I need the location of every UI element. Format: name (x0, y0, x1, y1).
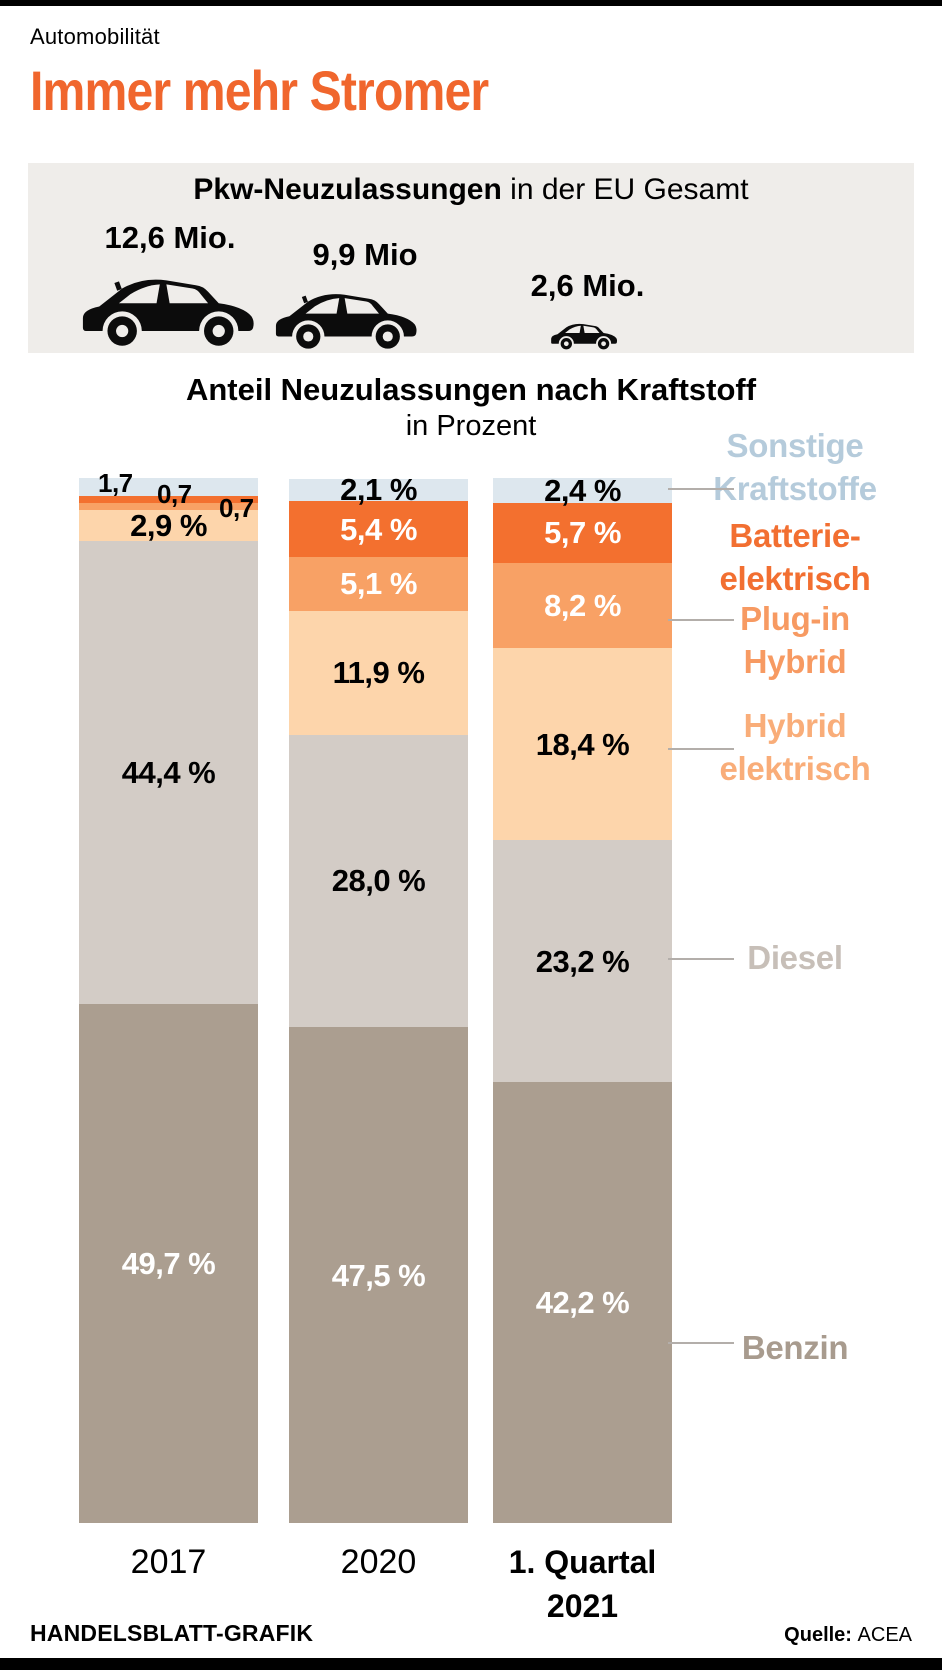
segment-benzin: 47,5 % (289, 1027, 468, 1523)
segment-plug-in-hybrid: 8,2 % (493, 562, 672, 649)
legend-item-hybrid-elektrisch: Hybrid elektrisch (719, 707, 871, 787)
segment-value-label: 5,4 % (340, 511, 417, 547)
segment-sonstige-kraftstoffe: 2,1 % (289, 474, 468, 505)
segment-diesel: 44,4 % (79, 540, 258, 1005)
segment-value-label: 8,2 % (544, 587, 621, 623)
segment-hybrid-elektrisch: 18,4 % (493, 648, 672, 841)
chart-subtitle: in Prozent (405, 410, 537, 442)
segment-value-label: 47,5 % (331, 1257, 426, 1293)
car-small-icon (551, 323, 618, 350)
segment-value-label: 2,4 % (544, 472, 621, 508)
segment-plug-in-hybrid: 5,1 % (289, 557, 468, 611)
bar-2017: 2,9 % 44,4 % 49,7 % (79, 477, 258, 1523)
segment-plug-in-hybrid (79, 502, 258, 511)
segment-value-label: 44,4 % (121, 754, 216, 790)
source-name: ACEA (857, 1624, 912, 1646)
segment-benzin: 49,7 % (79, 1004, 258, 1523)
segment-batterie-elektrisch: 5,4 % (289, 500, 468, 558)
kicker: Automobilität (30, 24, 160, 49)
segment-value-label: 18,4 % (535, 726, 630, 762)
segment-hybrid-elektrisch: 11,9 % (289, 610, 468, 735)
panel-title: Pkw-Neuzulassungen in der EU Gesamt (28, 173, 914, 207)
legend-item-benzin: Benzin (741, 1329, 849, 1366)
legend-tick-line (668, 488, 734, 490)
segment-sonstige-kraftstoffe: 2,4 % (493, 472, 672, 508)
registrations-panel: Pkw-Neuzulassungen in der EU Gesamt (28, 163, 914, 353)
legend-tick-line (668, 619, 734, 621)
car-large-icon (82, 279, 254, 346)
legend-tick-line (668, 958, 734, 960)
x-axis-label: 2017 (130, 1543, 207, 1581)
segment-value-label: 0,7 (157, 479, 192, 509)
segment-value-label: 49,7 % (121, 1246, 216, 1281)
segment-value-label: 1,7 (98, 468, 133, 498)
panel-title-rest: in der EU Gesamt (501, 173, 749, 206)
legend-item-batterie--elektrisch: Batterie-elektrisch (719, 517, 871, 597)
segment-diesel: 23,2 % (493, 840, 672, 1083)
segment-hybrid-elektrisch: 2,9 % (79, 507, 258, 543)
source: Quelle: ACEA (784, 1624, 912, 1647)
panel-title-bold: Pkw-Neuzulassungen (193, 173, 502, 206)
bar-2020: 2,1 % 5,4 % 5,1 % 11,9 % 28,0 % 47,5 % (289, 474, 468, 1523)
credit: HANDELSBLATT-GRAFIK (30, 1620, 314, 1646)
bar-1-quartal-2021: 2,4 % 5,7 % 8,2 % 18,4 % 23,2 % 42,2 % (493, 472, 672, 1523)
segment-sonstige-kraftstoffe (79, 477, 258, 496)
chart-title: Anteil Neuzulassungen nach Kraftstoff (185, 372, 757, 407)
segment-batterie-elektrisch: 5,7 % (493, 503, 672, 563)
x-axis-label: 1. Quartal 2021 (508, 1544, 657, 1624)
value-2017-total: 12,6 Mio. (104, 220, 236, 255)
segment-value-label: 2,9 % (130, 507, 207, 543)
segment-value-label: 5,7 % (544, 515, 621, 551)
legend-tick-line (668, 1342, 734, 1344)
bottom-rule (0, 1658, 942, 1670)
segment-value-label: 0,7 (219, 493, 254, 523)
segment-value-label: 42,2 % (535, 1285, 630, 1321)
value-2020-total: 9,9 Mio (312, 237, 418, 272)
segment-diesel: 28,0 % (289, 734, 468, 1028)
segment-value-label: 28,0 % (331, 863, 426, 899)
segment-benzin: 42,2 % (493, 1082, 672, 1523)
legend-item-diesel: Diesel (747, 939, 843, 976)
legend-item-sonstige-kraftstoffe: Sonstige Kraftstoffe (713, 427, 877, 507)
legend-tick-line (668, 748, 734, 750)
segment-value-label: 11,9 % (332, 655, 425, 691)
top-rule (0, 0, 942, 6)
source-label: Quelle: (784, 1624, 852, 1646)
segment-value-label: 23,2 % (535, 943, 630, 979)
car-medium-icon (275, 294, 417, 349)
segment-value-label: 2,1 % (340, 472, 417, 508)
page-title: Immer mehr Stromer (30, 59, 489, 122)
x-axis-label: 2020 (340, 1543, 417, 1581)
segment-batterie-elektrisch (79, 495, 258, 503)
value-2021q1-total: 2,6 Mio. (530, 268, 645, 303)
segment-value-label: 5,1 % (340, 566, 417, 602)
legend-item-plug-in-hybrid: Plug-in Hybrid (740, 600, 850, 680)
